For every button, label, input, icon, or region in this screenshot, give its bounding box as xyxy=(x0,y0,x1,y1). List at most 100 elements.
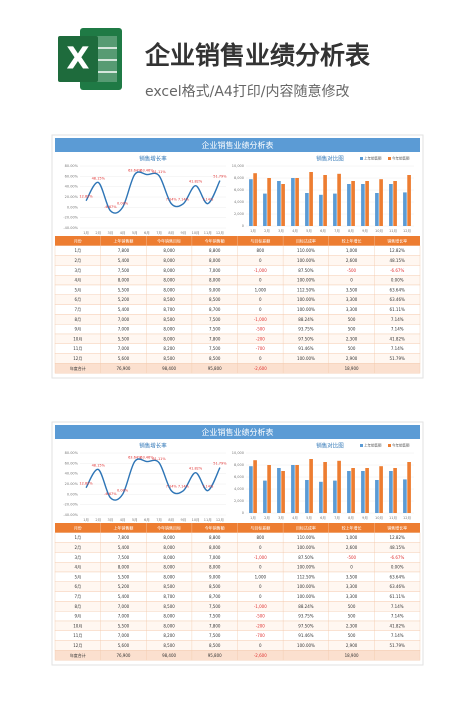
table-cell: 3,300 xyxy=(346,307,358,312)
table-cell: 8,500 xyxy=(163,356,175,361)
y-tick-label: 2,000 xyxy=(234,499,244,503)
table-cell: 7.14% xyxy=(391,327,404,332)
table-cell: 112.50% xyxy=(297,287,315,292)
excel-icon: X xyxy=(58,28,122,90)
table-cell: 10月 xyxy=(73,623,82,628)
sheet-title: 企业销售业绩分析表 xyxy=(202,140,274,150)
table-cell: 500 xyxy=(348,327,356,332)
data-label: 61.11% xyxy=(152,457,166,461)
table-cell: 500 xyxy=(348,346,356,351)
page-title: 企业销售业绩分析表 xyxy=(145,41,371,70)
data-label: 0.00% xyxy=(117,488,129,492)
bar xyxy=(309,459,313,513)
table-cell: 0 xyxy=(259,307,262,312)
table-cell: 8,800 xyxy=(209,535,221,540)
data-label: 63.64% xyxy=(128,168,142,172)
sheet-title-bar xyxy=(55,138,420,152)
x-tick-label: 12月 xyxy=(403,515,411,520)
x-tick-label: 7月 xyxy=(156,230,162,235)
x-tick-label: 1月 xyxy=(83,230,89,235)
table-cell: 61.11% xyxy=(390,307,405,312)
table-cell: 12月 xyxy=(73,356,82,361)
data-label: 7.14% xyxy=(202,485,214,489)
table-cell: 5,500 xyxy=(118,287,130,292)
table-cell: -200 xyxy=(256,623,266,628)
table-cell: 98,400 xyxy=(162,366,176,371)
table-cell: 100.00% xyxy=(297,584,315,589)
y-tick-label: 0.00% xyxy=(67,492,79,496)
x-tick-label: 2月 xyxy=(95,517,101,522)
data-label: 12.82% xyxy=(79,482,93,486)
table-cell: 500 xyxy=(348,614,356,619)
table-cell: 5,500 xyxy=(118,623,130,628)
table-cell: 8,000 xyxy=(163,287,175,292)
bar xyxy=(319,481,323,513)
data-label: -6.67% xyxy=(104,492,117,496)
table-cell: 8月 xyxy=(75,604,82,609)
table-cell: 110.00% xyxy=(297,535,315,540)
x-tick-label: 8月 xyxy=(168,230,174,235)
table-cell: 8,500 xyxy=(209,356,221,361)
table-cell: 5,400 xyxy=(118,307,130,312)
x-tick-label: 12月 xyxy=(403,228,411,233)
bar xyxy=(333,480,337,513)
table-cell: 0 xyxy=(350,278,353,283)
table-cell: 100.00% xyxy=(297,278,315,283)
data-label: 51.79% xyxy=(213,462,227,466)
x-tick-label: 1月 xyxy=(250,515,256,520)
y-tick-label: 8,000 xyxy=(234,463,244,467)
data-label: 63.64% xyxy=(128,455,142,459)
x-tick-label: 6月 xyxy=(320,228,326,233)
table-cell: 6月 xyxy=(75,297,82,302)
data-label: -6.67% xyxy=(104,205,117,209)
bar xyxy=(319,194,323,226)
table-cell: 97.50% xyxy=(298,336,313,341)
y-tick-label: 0 xyxy=(242,224,244,228)
table-cell: 0 xyxy=(259,565,262,570)
table-header-cell: 销售增长率 xyxy=(387,524,407,530)
table-cell: 2,300 xyxy=(346,623,358,628)
table-cell: 8,000 xyxy=(163,555,175,560)
table-cell: 1月 xyxy=(75,535,82,540)
table-cell: 12.82% xyxy=(390,248,405,253)
table-cell: 8,200 xyxy=(163,633,175,638)
x-tick-label: 2月 xyxy=(95,230,101,235)
table-cell: 8,000 xyxy=(209,565,221,570)
table-cell: 2,600 xyxy=(346,545,358,550)
bar xyxy=(379,179,383,226)
x-tick-label: 8月 xyxy=(348,515,354,520)
x-tick-label: 6月 xyxy=(144,230,150,235)
table-cell: 100.00% xyxy=(297,643,315,648)
table-cell: 7.14% xyxy=(391,604,404,609)
table-cell: 93.75% xyxy=(298,327,313,332)
data-label: 63.46% xyxy=(140,169,154,173)
table-cell: 95,800 xyxy=(208,653,222,658)
table-cell: 63.46% xyxy=(390,584,405,589)
bar xyxy=(309,172,313,226)
table-cell: -1,000 xyxy=(254,268,267,273)
table-cell: 1月 xyxy=(75,248,82,253)
bar xyxy=(249,466,253,513)
table-cell: 9月 xyxy=(75,327,82,332)
x-tick-label: 1月 xyxy=(250,228,256,233)
table-cell: 8,000 xyxy=(163,614,175,619)
table-header-cell: 与目标差额 xyxy=(250,524,270,530)
bar xyxy=(281,471,285,513)
x-tick-label: 1月 xyxy=(83,517,89,522)
x-tick-label: 7月 xyxy=(156,517,162,522)
table-cell: 8,700 xyxy=(209,594,221,599)
table-cell: 8,800 xyxy=(209,248,221,253)
bar xyxy=(361,471,365,513)
table-cell: 76,900 xyxy=(116,653,130,658)
line-series xyxy=(85,458,221,501)
x-tick-label: 6月 xyxy=(320,515,326,520)
bar xyxy=(347,184,351,226)
x-tick-label: 8月 xyxy=(348,228,354,233)
table-cell: 87.50% xyxy=(298,268,313,273)
table-cell: 7,500 xyxy=(118,555,130,560)
table-cell: 100.00% xyxy=(297,356,315,361)
x-tick-label: 7月 xyxy=(334,515,340,520)
table-header-cell: 月份 xyxy=(74,237,82,243)
table-cell: 8,500 xyxy=(209,297,221,302)
